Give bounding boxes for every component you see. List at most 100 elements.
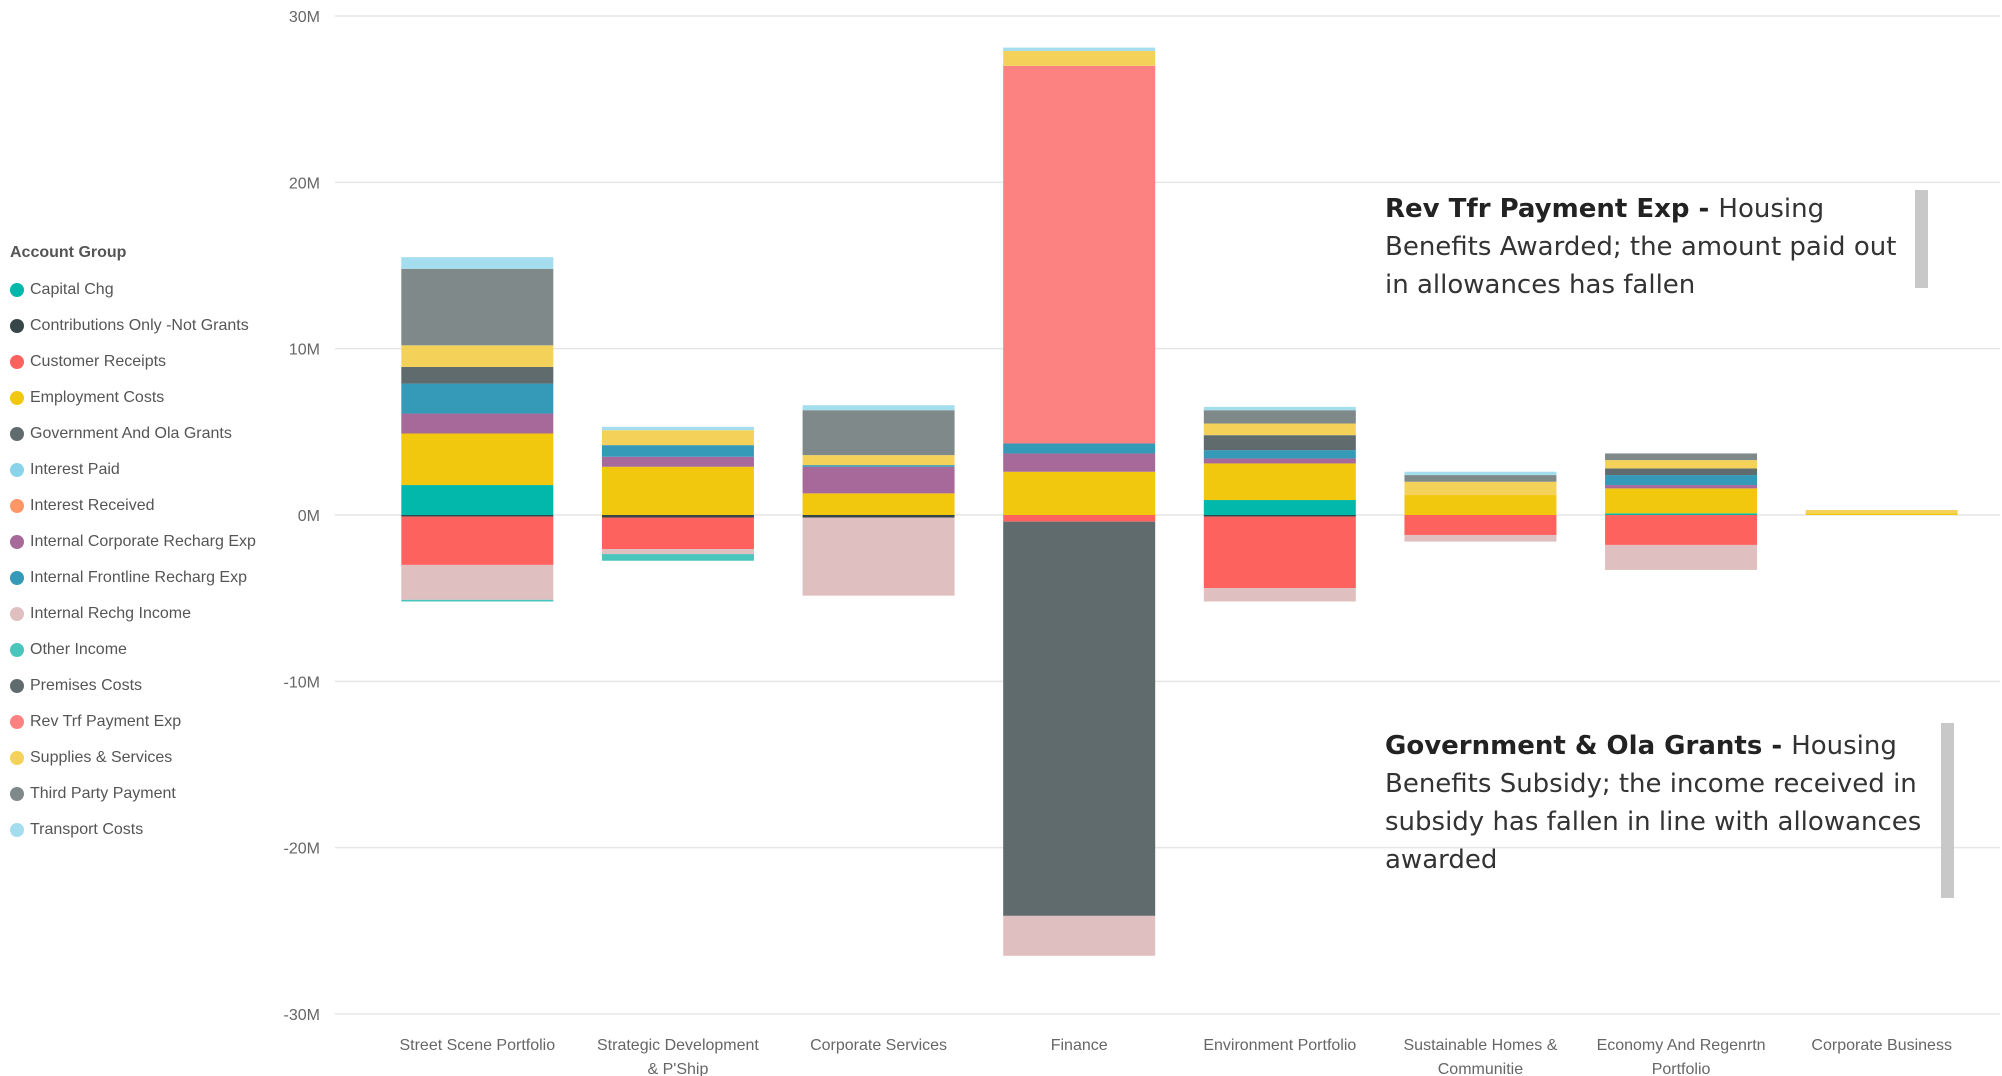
bar-segment bbox=[1203, 515, 1356, 517]
y-tick-label: 10M bbox=[289, 342, 320, 359]
bar-segment bbox=[1203, 450, 1356, 459]
x-tick-label: Corporate Services bbox=[810, 1037, 947, 1054]
y-axis-ticks: 30M 20M 10M 0M -10M -20M -30M bbox=[284, 9, 320, 1024]
legend-item[interactable]: Government And Ola Grants bbox=[10, 416, 280, 452]
y-tick-label: 30M bbox=[289, 9, 320, 26]
bar-segment bbox=[1404, 515, 1557, 535]
x-tick-label: Portfolio bbox=[1652, 1061, 1711, 1076]
legend-dot-icon bbox=[10, 391, 24, 405]
legend-item[interactable]: Third Party Payment bbox=[10, 776, 280, 812]
x-tick-label: Corporate Business bbox=[1811, 1037, 1952, 1054]
legend-item[interactable]: Transport Costs bbox=[10, 812, 280, 848]
x-tick-label: Strategic Development bbox=[597, 1037, 759, 1054]
legend-dot-icon bbox=[10, 355, 24, 369]
bar-segment bbox=[802, 410, 955, 456]
legend-item[interactable]: Internal Rechg Income bbox=[10, 596, 280, 632]
bar-segment bbox=[401, 257, 554, 269]
bar-segment bbox=[1605, 485, 1758, 489]
bar-segment bbox=[1003, 65, 1156, 444]
legend-dot-icon bbox=[10, 535, 24, 549]
x-tick-label: Communitie bbox=[1438, 1061, 1523, 1076]
bar-segment bbox=[1404, 471, 1557, 476]
legend-dot-icon bbox=[10, 607, 24, 621]
legend-dot-icon bbox=[10, 427, 24, 441]
bar-segment bbox=[1203, 406, 1356, 411]
bar-segment bbox=[1003, 47, 1156, 51]
legend-dot-icon bbox=[10, 787, 24, 801]
legend-item[interactable]: Internal Corporate Recharg Exp bbox=[10, 524, 280, 560]
legend-item[interactable]: Supplies & Services bbox=[10, 740, 280, 776]
bar-segment bbox=[1605, 513, 1758, 515]
bar-segment bbox=[1605, 475, 1758, 486]
legend-dot-icon bbox=[10, 283, 24, 297]
x-tick-label: Economy And Regenrtn bbox=[1597, 1037, 1766, 1054]
bar-segment bbox=[601, 430, 754, 446]
bar-segment bbox=[1605, 453, 1758, 461]
legend-items: Capital Chg Contributions Only -Not Grant… bbox=[10, 272, 280, 848]
bar-segment bbox=[1605, 468, 1758, 476]
bar-segment bbox=[1805, 510, 1958, 514]
legend-label: Interest Paid bbox=[30, 461, 120, 478]
legend-label: Capital Chg bbox=[30, 281, 114, 298]
bar-segment bbox=[401, 599, 554, 602]
legend-dot-icon bbox=[10, 463, 24, 477]
legend-item[interactable]: Interest Received bbox=[10, 488, 280, 524]
bar-segment bbox=[401, 268, 554, 346]
annotation-bottom-bold: Government & Ola Grants - bbox=[1385, 731, 1792, 761]
bar-segment bbox=[1003, 515, 1156, 522]
legend-item[interactable]: Internal Frontline Recharg Exp bbox=[10, 560, 280, 596]
bar-segment bbox=[1203, 588, 1356, 602]
bar-segment bbox=[1404, 495, 1557, 515]
bar-segment bbox=[601, 554, 754, 561]
bar-segment bbox=[601, 456, 754, 467]
legend-item[interactable]: Employment Costs bbox=[10, 380, 280, 416]
legend-label: Interest Received bbox=[30, 497, 155, 514]
bar-segment bbox=[401, 516, 554, 565]
legend-label: Supplies & Services bbox=[30, 749, 173, 766]
legend-dot-icon bbox=[10, 571, 24, 585]
bar-segment bbox=[601, 445, 754, 457]
annotation-top-text: Housing Benefits Awarded; the amount pai… bbox=[1385, 194, 1897, 300]
bar-segment bbox=[401, 383, 554, 414]
legend-label: Internal Rechg Income bbox=[30, 605, 191, 622]
legend-item[interactable]: Rev Trf Payment Exp bbox=[10, 704, 280, 740]
annotation-top-bold: Rev Tfr Payment Exp - bbox=[1385, 194, 1719, 224]
bar-segment bbox=[1404, 534, 1557, 542]
legend-dot-icon bbox=[10, 319, 24, 333]
y-tick-label: -30M bbox=[284, 1007, 320, 1024]
legend-item[interactable]: Interest Paid bbox=[10, 452, 280, 488]
bar-segment bbox=[1003, 443, 1156, 454]
bar-segment bbox=[802, 515, 955, 518]
bar-segment bbox=[802, 455, 955, 466]
bar-segment bbox=[802, 405, 955, 411]
bar-segment bbox=[401, 564, 554, 600]
legend-item[interactable]: Customer Receipts bbox=[10, 344, 280, 380]
legend-label: Customer Receipts bbox=[30, 353, 167, 370]
bar-segment bbox=[1203, 410, 1356, 424]
legend-item[interactable]: Other Income bbox=[10, 632, 280, 668]
annotation-bottom-text: Housing Benefits Subsidy; the income rec… bbox=[1385, 731, 1922, 875]
x-tick-label: Sustainable Homes & bbox=[1404, 1037, 1558, 1054]
bar-segment bbox=[401, 515, 554, 517]
legend-label: Rev Trf Payment Exp bbox=[30, 713, 182, 730]
bar-segment bbox=[1203, 458, 1356, 464]
bar-segment bbox=[401, 413, 554, 434]
bar-segment bbox=[802, 466, 955, 494]
bar-segment bbox=[1003, 471, 1156, 515]
legend-item[interactable]: Contributions Only -Not Grants bbox=[10, 308, 280, 344]
legend-dot-icon bbox=[10, 751, 24, 765]
y-tick-label: 20M bbox=[289, 175, 320, 192]
legend-label: Other Income bbox=[30, 641, 127, 658]
bar-segment bbox=[1404, 481, 1557, 496]
legend-item[interactable]: Capital Chg bbox=[10, 272, 280, 308]
bar-segment bbox=[601, 515, 754, 518]
y-tick-label: -10M bbox=[284, 674, 320, 691]
bar-segment bbox=[1805, 513, 1958, 515]
legend-item[interactable]: Premises Costs bbox=[10, 668, 280, 704]
legend-label: Transport Costs bbox=[30, 821, 144, 838]
bar-segment bbox=[1003, 915, 1156, 956]
annotation-top: Rev Tfr Payment Exp - Housing Benefits A… bbox=[1385, 190, 1925, 304]
bar-segment bbox=[1003, 521, 1156, 916]
bar-segment bbox=[1203, 463, 1356, 501]
